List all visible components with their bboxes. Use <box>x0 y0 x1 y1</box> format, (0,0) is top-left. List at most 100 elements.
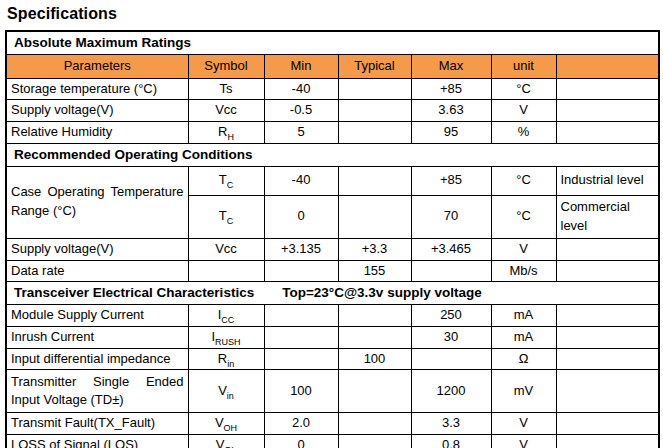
note-cell <box>556 78 659 100</box>
col-parameters: Parameters <box>6 54 188 78</box>
typical-cell: 155 <box>338 260 411 282</box>
typical-cell <box>338 195 411 238</box>
unit-cell: mV <box>491 370 556 413</box>
max-cell: +85 <box>411 78 491 100</box>
symbol-cell: Rin <box>188 348 264 370</box>
max-cell: 3.3 <box>411 413 491 435</box>
typical-cell <box>338 166 411 195</box>
min-cell: -40 <box>264 166 338 195</box>
unit-cell: V <box>491 238 556 260</box>
min-cell: 2.0 <box>264 413 338 435</box>
max-cell: 0.8 <box>411 435 491 448</box>
param-cell: Supply voltage(V) <box>6 238 188 260</box>
typical-cell <box>338 370 411 413</box>
unit-cell: V <box>491 435 556 448</box>
table-row: Inrush Current IRUSH 30 mA <box>6 326 659 348</box>
unit-cell: V <box>491 100 556 122</box>
param-cell: Case Operating Temperature Range (°C) <box>6 166 188 238</box>
note-cell <box>556 326 659 348</box>
unit-cell: mA <box>491 326 556 348</box>
typical-cell <box>338 435 411 448</box>
max-cell: 95 <box>411 122 491 144</box>
max-cell <box>411 348 491 370</box>
symbol-cell: ICC <box>188 304 264 326</box>
specifications-table: Absolute Maximum Ratings Parameters Symb… <box>5 30 660 448</box>
typical-cell <box>338 304 411 326</box>
unit-cell: Ω <box>491 348 556 370</box>
page-title: Specifications <box>7 5 663 23</box>
table-row: Data rate 155 Mb/s <box>6 260 659 282</box>
min-cell: 0 <box>264 195 338 238</box>
unit-cell: Mb/s <box>491 260 556 282</box>
param-cell: Input differential impedance <box>6 348 188 370</box>
typical-cell <box>338 100 411 122</box>
min-cell <box>264 260 338 282</box>
col-symbol: Symbol <box>188 54 264 78</box>
column-header-row: Parameters Symbol Min Typical Max unit <box>6 54 659 78</box>
max-cell <box>411 260 491 282</box>
param-cell: Transmit Fault(TX_Fault) <box>6 413 188 435</box>
section-header-row: Absolute Maximum Ratings <box>6 31 659 54</box>
note-cell <box>556 238 659 260</box>
note-cell <box>556 304 659 326</box>
min-cell: 5 <box>264 122 338 144</box>
table-row: Input differential impedance Rin 100 Ω <box>6 348 659 370</box>
section-title: Recommended Operating Conditions <box>6 144 659 167</box>
symbol-cell: Vin <box>188 370 264 413</box>
max-cell: +85 <box>411 166 491 195</box>
note-cell <box>556 100 659 122</box>
symbol-cell: IRUSH <box>188 326 264 348</box>
param-cell: Module Supply Current <box>6 304 188 326</box>
symbol-cell: VOH <box>188 413 264 435</box>
col-max: Max <box>411 54 491 78</box>
max-cell: 70 <box>411 195 491 238</box>
note-cell <box>556 435 659 448</box>
symbol-cell: Ts <box>188 78 264 100</box>
max-cell: 30 <box>411 326 491 348</box>
section-condition: Top=23°C@3.3v supply voltage <box>282 285 482 300</box>
symbol-cell: TC <box>188 195 264 238</box>
col-typical: Typical <box>338 54 411 78</box>
table-row: Case Operating Temperature Range (°C) TC… <box>6 166 659 195</box>
note-cell <box>556 348 659 370</box>
param-cell: Storage temperature (°C) <box>6 78 188 100</box>
typical-cell <box>338 413 411 435</box>
unit-cell: V <box>491 413 556 435</box>
col-min: Min <box>264 54 338 78</box>
min-cell: -0.5 <box>264 100 338 122</box>
symbol-cell: TC <box>188 166 264 195</box>
unit-cell: °C <box>491 166 556 195</box>
max-cell: +3.465 <box>411 238 491 260</box>
unit-cell: °C <box>491 78 556 100</box>
symbol-cell: Vcc <box>188 100 264 122</box>
unit-cell: % <box>491 122 556 144</box>
min-cell <box>264 326 338 348</box>
param-cell: Relative Humidity <box>6 122 188 144</box>
section-title: Absolute Maximum Ratings <box>6 31 659 54</box>
note-cell: Commercial level <box>556 195 659 238</box>
typical-cell <box>338 78 411 100</box>
section-header-row: Transceiver Electrical CharacteristicsTo… <box>6 282 659 305</box>
table-row: Transmit Fault(TX_Fault) VOH 2.0 3.3 V <box>6 413 659 435</box>
min-cell: -40 <box>264 78 338 100</box>
table-row: LOSS of Signal (LOS) VOL 0 0.8 V <box>6 435 659 448</box>
min-cell: +3.135 <box>264 238 338 260</box>
unit-cell: mA <box>491 304 556 326</box>
table-row: Supply voltage(V) Vcc -0.5 3.63 V <box>6 100 659 122</box>
col-unit: unit <box>491 54 556 78</box>
param-cell: Inrush Current <box>6 326 188 348</box>
unit-cell: °C <box>491 195 556 238</box>
symbol-cell: RH <box>188 122 264 144</box>
table-row: Storage temperature (°C) Ts -40 +85 °C <box>6 78 659 100</box>
max-cell: 3.63 <box>411 100 491 122</box>
param-cell: Data rate <box>6 260 188 282</box>
section-title: Transceiver Electrical CharacteristicsTo… <box>6 282 659 305</box>
typical-cell <box>338 326 411 348</box>
note-cell <box>556 413 659 435</box>
note-cell <box>556 122 659 144</box>
typical-cell <box>338 122 411 144</box>
param-cell: Transmitter Single Ended Input Voltage (… <box>6 370 188 413</box>
table-row: Supply voltage(V) Vcc +3.135 +3.3 +3.465… <box>6 238 659 260</box>
param-cell: LOSS of Signal (LOS) <box>6 435 188 448</box>
min-cell <box>264 348 338 370</box>
